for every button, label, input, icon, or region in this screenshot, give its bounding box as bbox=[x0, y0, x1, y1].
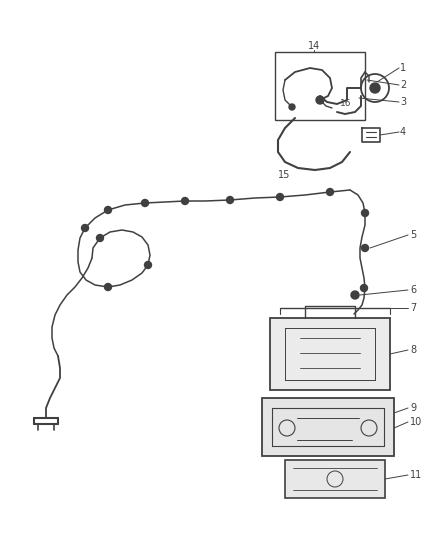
Circle shape bbox=[289, 104, 295, 110]
Circle shape bbox=[316, 96, 324, 104]
Bar bbox=[285, 460, 385, 498]
Text: 6: 6 bbox=[410, 285, 416, 295]
Text: 1: 1 bbox=[400, 63, 406, 73]
Circle shape bbox=[181, 198, 188, 205]
Bar bbox=[275, 52, 365, 120]
Circle shape bbox=[226, 197, 233, 204]
Circle shape bbox=[361, 209, 368, 216]
Text: 15: 15 bbox=[278, 170, 290, 180]
Text: 2: 2 bbox=[400, 80, 406, 90]
Text: 16: 16 bbox=[340, 100, 352, 109]
Text: 4: 4 bbox=[400, 127, 406, 137]
Circle shape bbox=[326, 189, 333, 196]
Circle shape bbox=[96, 235, 103, 241]
Circle shape bbox=[105, 284, 112, 290]
Circle shape bbox=[145, 262, 152, 269]
Circle shape bbox=[351, 291, 359, 299]
Circle shape bbox=[105, 206, 112, 214]
Circle shape bbox=[361, 245, 368, 252]
Circle shape bbox=[360, 285, 367, 292]
Text: 3: 3 bbox=[400, 97, 406, 107]
Text: 5: 5 bbox=[410, 230, 416, 240]
Circle shape bbox=[141, 199, 148, 206]
Text: 14: 14 bbox=[308, 41, 320, 51]
Circle shape bbox=[370, 83, 380, 93]
Bar bbox=[270, 318, 390, 390]
Circle shape bbox=[276, 193, 283, 200]
Circle shape bbox=[81, 224, 88, 231]
Bar bbox=[262, 398, 394, 456]
Text: 11: 11 bbox=[410, 470, 422, 480]
Text: 10: 10 bbox=[410, 417, 422, 427]
Text: 9: 9 bbox=[410, 403, 416, 413]
Text: 8: 8 bbox=[410, 345, 416, 355]
Text: 7: 7 bbox=[410, 303, 416, 313]
